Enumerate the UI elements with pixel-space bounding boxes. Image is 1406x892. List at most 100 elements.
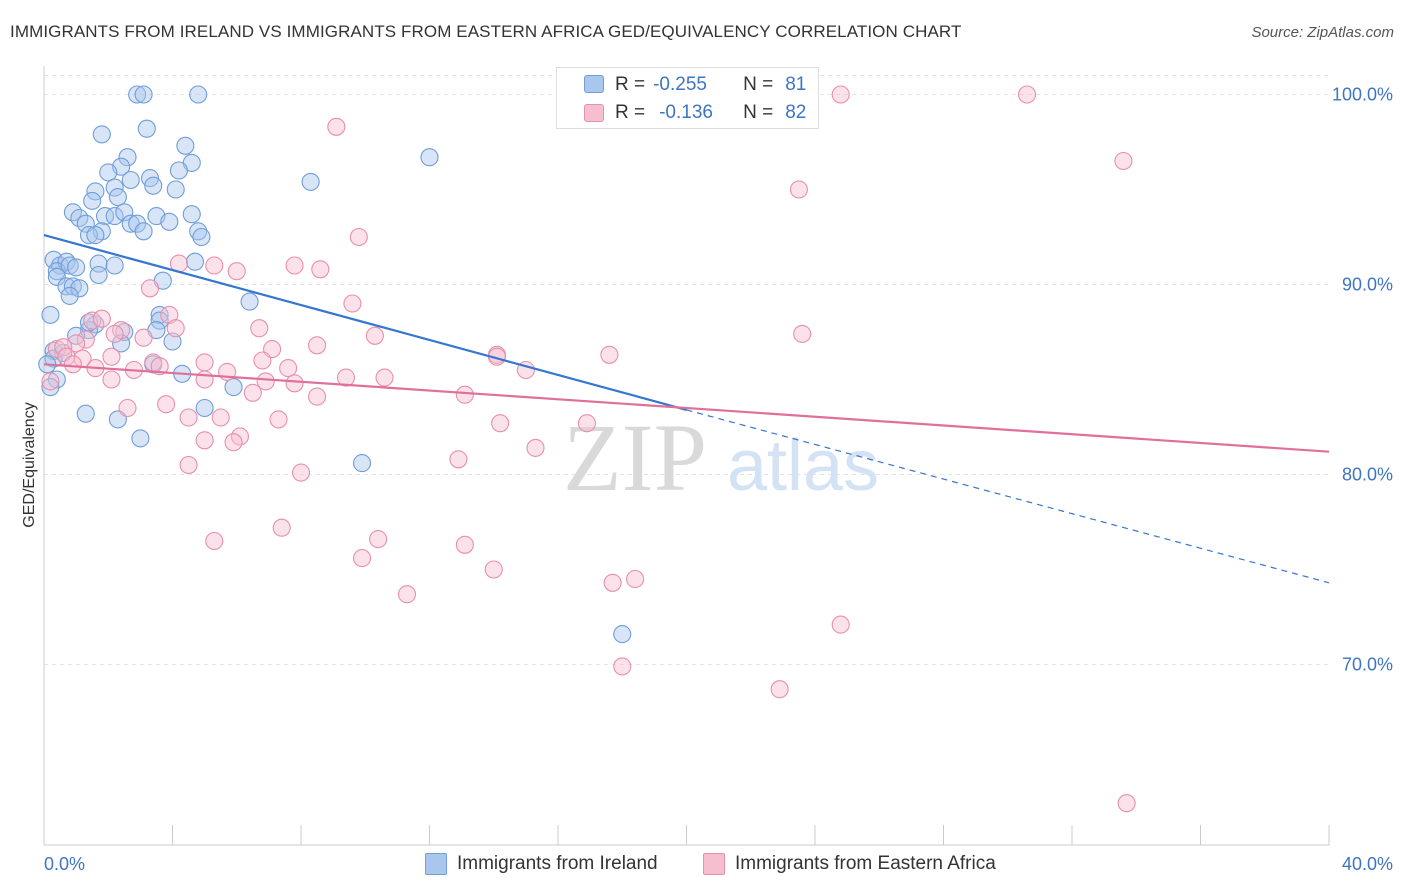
point-ireland — [131, 429, 150, 448]
point-ireland — [95, 207, 115, 226]
point-ireland — [613, 625, 632, 644]
point-ireland — [182, 205, 201, 224]
trend-line-eastern-africa — [43, 363, 1330, 453]
point-eastern-africa — [92, 309, 111, 328]
point-eastern-africa — [179, 455, 198, 475]
point-eastern-africa — [455, 385, 474, 404]
legend-r-value: -0.255 — [653, 74, 707, 95]
point-ireland — [105, 178, 124, 197]
point-ireland — [60, 256, 79, 275]
point-ireland — [195, 398, 214, 418]
y-tick-label: 80.0% — [1342, 465, 1393, 485]
point-eastern-africa — [526, 438, 545, 457]
point-eastern-africa — [349, 227, 368, 247]
point-eastern-africa — [227, 262, 246, 281]
point-eastern-africa — [47, 340, 66, 359]
watermark-zip: ZIP — [563, 404, 707, 511]
watermark: ZIP atlas — [563, 404, 879, 511]
legend-r-value: -0.136 — [659, 102, 713, 123]
point-eastern-africa — [157, 395, 176, 414]
bottom-legend-eastern-africa: Immigrants from Eastern Africa — [703, 850, 996, 878]
point-eastern-africa — [603, 573, 622, 592]
point-ireland — [150, 311, 169, 330]
y-tick-label: 70.0% — [1342, 655, 1393, 675]
point-ireland — [63, 277, 82, 296]
point-eastern-africa — [54, 338, 73, 357]
point-eastern-africa — [484, 560, 503, 579]
point-eastern-africa — [308, 336, 327, 355]
point-ireland — [240, 292, 259, 311]
legend-n-value: 82 — [785, 102, 807, 123]
point-eastern-africa — [308, 387, 327, 406]
y-tick-label: 100.0% — [1332, 85, 1393, 105]
point-eastern-africa — [272, 518, 291, 537]
point-ireland — [67, 258, 86, 277]
point-ireland — [420, 148, 439, 167]
point-ireland — [144, 176, 163, 195]
point-eastern-africa — [150, 357, 169, 376]
y-tick-label: 90.0% — [1342, 275, 1393, 295]
point-eastern-africa — [250, 319, 269, 338]
point-ireland — [150, 305, 169, 324]
point-ireland — [105, 256, 124, 275]
point-ireland — [76, 404, 95, 423]
point-ireland — [86, 182, 105, 201]
point-eastern-africa — [105, 324, 124, 343]
bottom-legend-label-eastern-africa: Immigrants from Eastern Africa — [735, 853, 996, 874]
axes — [43, 66, 1330, 846]
point-eastern-africa — [134, 328, 153, 347]
point-eastern-africa — [449, 450, 468, 469]
point-eastern-africa — [256, 372, 275, 391]
point-ireland — [128, 85, 147, 104]
point-eastern-africa — [770, 680, 789, 699]
point-ireland — [99, 163, 118, 182]
point-ireland — [112, 334, 131, 353]
x-tick-label: 40.0% — [1342, 854, 1393, 874]
series-eastern-africa-points — [41, 85, 1136, 813]
point-ireland — [134, 222, 153, 241]
point-eastern-africa — [102, 347, 121, 366]
point-ireland — [67, 326, 86, 345]
legend-swatch-ireland — [584, 75, 604, 93]
point-eastern-africa — [626, 569, 645, 589]
point-eastern-africa — [369, 530, 388, 549]
point-ireland — [108, 188, 127, 207]
point-ireland — [160, 212, 179, 231]
legend-box: R = -0.255 N = 81 R = -0.136 N = 82 — [556, 67, 819, 129]
watermark-atlas: atlas — [727, 426, 879, 506]
chart-title: IMMIGRANTS FROM IRELAND VS IMMIGRANTS FR… — [10, 22, 962, 41]
point-ireland — [121, 170, 140, 190]
point-eastern-africa — [577, 414, 596, 433]
point-eastern-africa — [831, 615, 850, 634]
point-ireland — [176, 136, 195, 155]
point-eastern-africa — [195, 353, 214, 372]
point-eastern-africa — [613, 657, 632, 676]
bottom-legend-swatch-eastern-africa — [703, 853, 725, 875]
point-ireland — [189, 85, 208, 104]
legend-n-value: 81 — [785, 74, 807, 95]
tick-labels: 100.0% 90.0% 80.0% 70.0% 0.0% 40.0% — [44, 85, 1393, 875]
point-ireland — [163, 332, 182, 351]
point-ireland — [224, 378, 243, 397]
point-ireland — [83, 191, 102, 210]
point-eastern-africa — [455, 535, 474, 554]
point-eastern-africa — [224, 433, 243, 452]
grid-lines — [44, 75, 1329, 665]
point-ireland — [41, 305, 60, 324]
point-ireland — [192, 227, 211, 247]
point-eastern-africa — [211, 408, 230, 427]
point-ireland — [86, 226, 105, 245]
point-ireland — [47, 267, 66, 286]
point-ireland — [189, 222, 208, 241]
y-axis-label: GED/Equivalency — [21, 402, 38, 527]
point-ireland — [166, 180, 185, 199]
point-eastern-africa — [243, 383, 262, 402]
point-eastern-africa — [1117, 794, 1136, 813]
point-eastern-africa — [327, 117, 346, 136]
point-eastern-africa — [336, 368, 356, 387]
point-eastern-africa — [140, 279, 160, 298]
series-ireland-points — [38, 85, 632, 644]
legend-n-label: N = — [743, 74, 774, 95]
point-eastern-africa — [1017, 85, 1037, 104]
